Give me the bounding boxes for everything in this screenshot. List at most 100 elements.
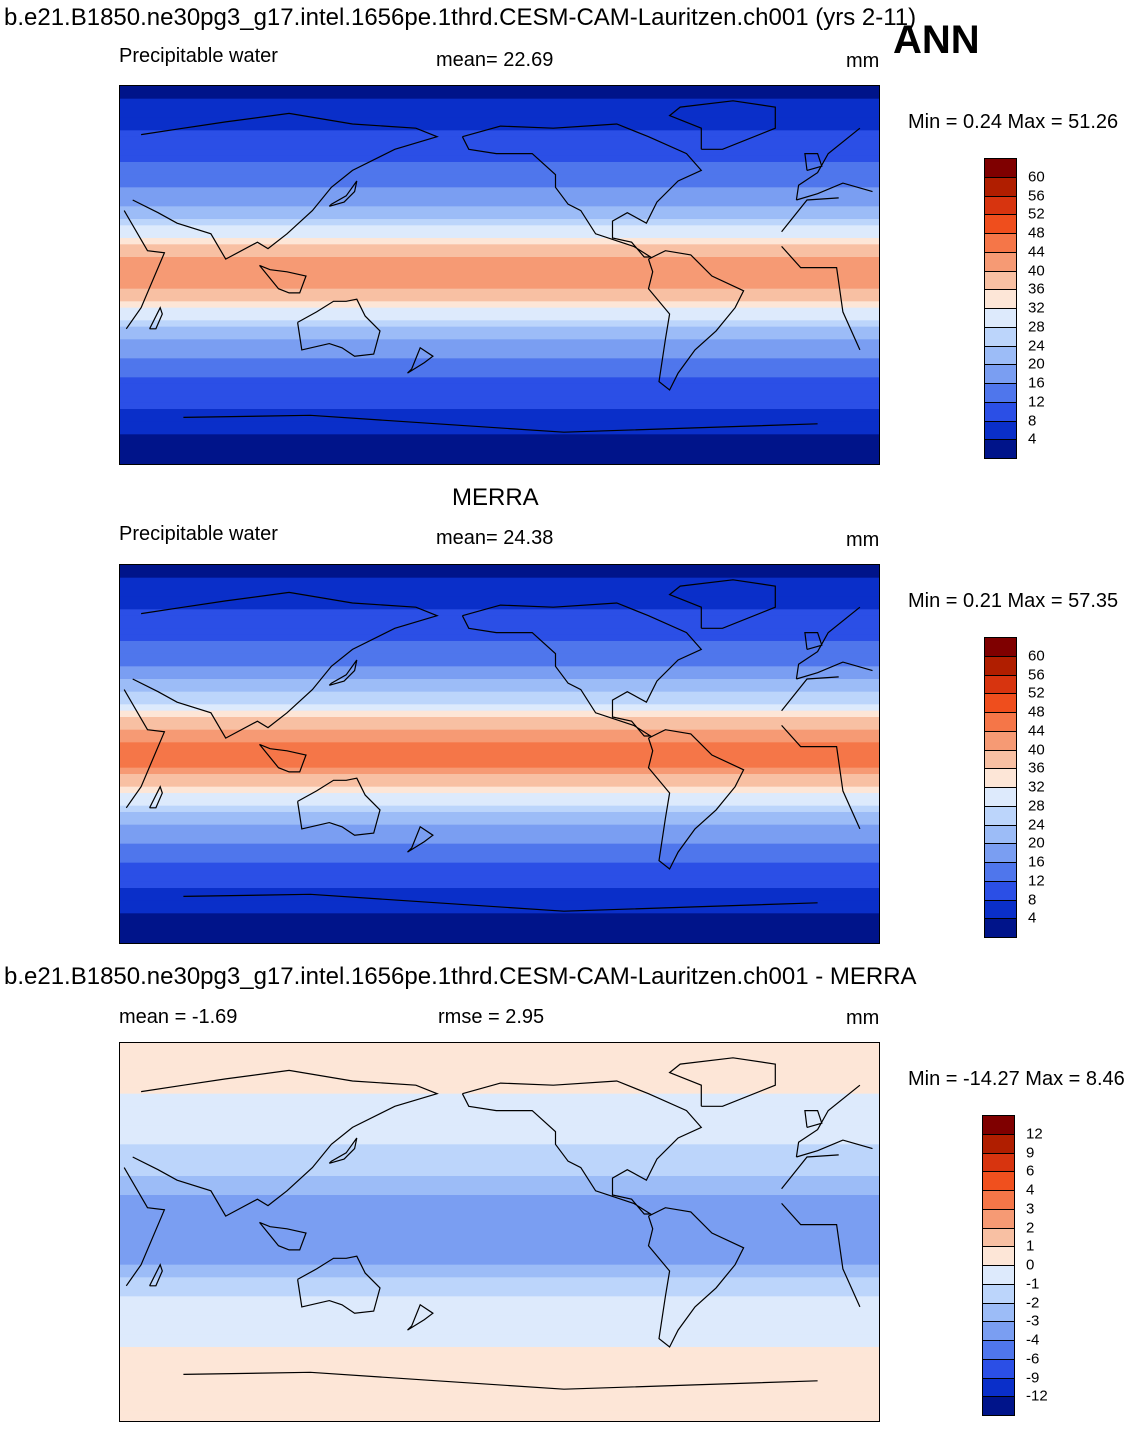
model-map-band	[120, 434, 879, 442]
diff-map-band	[120, 1106, 879, 1114]
model-map-coastline	[123, 197, 861, 351]
obs-map-band	[120, 596, 879, 604]
model-map-coastline	[804, 153, 823, 171]
diff-map-band	[120, 1119, 879, 1126]
model-colorbar-swatch	[984, 251, 1017, 272]
obs-colorbar-swatch	[984, 674, 1017, 695]
obs-map-band	[120, 717, 879, 724]
diff-title: b.e21.B1850.ne30pg3_g17.intel.1656pe.1th…	[4, 963, 917, 990]
diff-map-band	[120, 1188, 879, 1196]
diff-colorbar-tick-label: 4	[1026, 1181, 1035, 1199]
obs-map-coastline	[183, 893, 818, 912]
model-map-band	[120, 250, 879, 258]
diff-map-coastline	[297, 1255, 381, 1314]
model-map-band	[120, 345, 879, 353]
model-map-band	[120, 409, 879, 416]
obs-map-band	[120, 577, 879, 585]
obs-map-band	[120, 824, 879, 832]
model-colorbar-swatch	[984, 326, 1017, 347]
diff-colorbar-tick-label: 6	[1026, 1162, 1035, 1180]
diff-colorbar-swatch	[982, 1321, 1015, 1341]
model-colorbar-swatch	[984, 345, 1017, 366]
diff-colorbar-tick-label: 3	[1026, 1200, 1035, 1218]
model-map-band	[120, 238, 879, 245]
obs-colorbar-swatch	[984, 862, 1017, 882]
model-colorbar-swatch	[984, 420, 1017, 441]
obs-colorbar-swatch	[984, 768, 1017, 788]
diff-map-band	[120, 1302, 879, 1310]
obs-map-band	[120, 831, 879, 838]
model-map-band	[120, 276, 879, 283]
model-map	[119, 85, 880, 465]
model-colorbar-swatch	[984, 195, 1017, 216]
diff-map-band	[120, 1321, 879, 1329]
diff-colorbar-tick-label: -4	[1026, 1331, 1040, 1349]
model-colorbar-tick-label: 20	[1028, 355, 1045, 373]
diff-map-band	[120, 1214, 879, 1221]
diff-map-band	[120, 1309, 879, 1316]
obs-map-band	[120, 628, 879, 636]
model-map-band	[120, 86, 879, 93]
model-map-band	[120, 307, 879, 315]
diff-colorbar-swatch	[982, 1115, 1015, 1135]
season-label: ANN	[893, 18, 980, 62]
model-map-band	[120, 301, 879, 309]
diff-map-band	[120, 1385, 879, 1392]
diff-map-band	[120, 1296, 879, 1304]
obs-map-band	[120, 685, 879, 693]
obs-map-band	[120, 894, 879, 902]
obs-colorbar-swatch	[984, 655, 1017, 676]
diff-map-band	[120, 1131, 879, 1139]
obs-colorbar-swatch	[984, 918, 1017, 938]
obs-map-band	[120, 723, 879, 731]
obs-map-svg	[120, 565, 879, 943]
diff-colorbar-swatch	[982, 1396, 1015, 1416]
diff-map-band	[120, 1138, 879, 1145]
model-units-label: mm	[846, 50, 880, 72]
diff-colorbar-swatch	[982, 1283, 1015, 1304]
obs-colorbar-tick-label: 16	[1028, 853, 1045, 871]
diff-map-band	[120, 1062, 879, 1069]
obs-map-band	[120, 742, 879, 750]
model-map-band	[120, 358, 879, 366]
diff-map-coastline	[149, 1263, 163, 1287]
diff-map-band	[120, 1397, 879, 1405]
diff-map-coastline	[804, 1110, 823, 1128]
diff-colorbar-swatch	[982, 1340, 1015, 1360]
obs-map-band	[120, 812, 879, 819]
diff-map-band	[120, 1290, 879, 1297]
diff-mean-label: mean = -1.69	[119, 1006, 238, 1028]
model-map-coastline	[328, 180, 358, 207]
obs-map	[119, 564, 880, 944]
diff-map-band	[120, 1404, 879, 1411]
model-map-band	[120, 415, 879, 423]
diff-map-coastline	[132, 1069, 873, 1217]
diff-map-band	[120, 1277, 879, 1285]
obs-map-band	[120, 660, 879, 667]
obs-colorbar-swatch	[984, 693, 1017, 713]
model-map-band	[120, 124, 879, 131]
model-map-band	[120, 111, 879, 119]
diff-map-band	[120, 1252, 879, 1259]
obs-colorbar-tick-label: 28	[1028, 797, 1045, 815]
model-map-band	[120, 187, 879, 195]
obs-colorbar-tick-label: 44	[1028, 722, 1045, 740]
diff-minmax-label: Min = -14.27 Max = 8.46	[908, 1068, 1125, 1090]
model-colorbar-tick-label: 52	[1028, 205, 1045, 223]
obs-map-band	[120, 666, 879, 674]
model-map-band	[120, 149, 879, 157]
model-colorbar-tick-label: 40	[1028, 262, 1045, 279]
diff-map-coastline	[461, 1080, 703, 1215]
obs-map-coastline	[407, 825, 434, 853]
obs-map-band	[120, 698, 879, 705]
obs-colorbar-tick-label: 48	[1028, 703, 1045, 721]
obs-colorbar-swatch	[984, 824, 1017, 845]
obs-map-band	[120, 748, 879, 756]
model-map-band	[120, 117, 879, 125]
obs-map-band	[120, 603, 879, 610]
diff-map-band	[120, 1245, 879, 1253]
obs-map-band	[120, 799, 879, 807]
obs-map-coastline	[123, 676, 861, 830]
diff-map-band	[120, 1100, 879, 1107]
model-minmax-label: Min = 0.24 Max = 51.26	[908, 111, 1119, 133]
